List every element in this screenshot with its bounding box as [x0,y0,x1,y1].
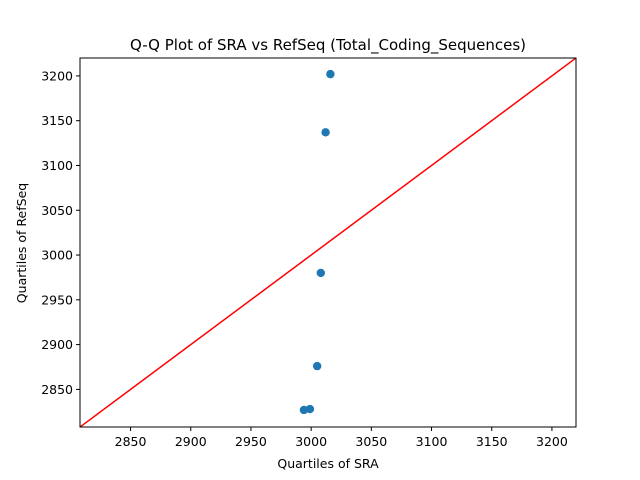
x-tick-label: 3050 [355,434,387,449]
x-axis: 2850 2900 2950 3000 3050 3100 3150 3200 [115,427,568,449]
y-tick-label: 3200 [41,68,73,83]
y-tick-label: 3050 [41,203,73,218]
x-tick-label: 2950 [235,434,267,449]
data-point-2 [305,404,315,414]
x-tick-label: 2900 [175,434,207,449]
y-tick-label: 3150 [41,113,73,128]
plot-frame [79,57,577,428]
x-tick-label: 3100 [416,434,448,449]
x-tick-label: 3000 [295,434,327,449]
y-tick-label: 3100 [41,158,73,173]
data-point-5 [321,128,330,137]
reference-line [80,58,576,427]
y-tick-label: 2950 [41,292,73,307]
y-tick-label: 3000 [41,248,73,263]
x-axis-label: Quartiles of SRA [277,456,379,471]
chart-title: Q-Q Plot of SRA vs RefSeq (Total_Coding_… [130,36,526,55]
data-point-3 [312,361,322,371]
data-point-4 [316,268,325,278]
x-tick-label: 3150 [476,434,508,449]
y-tick-label: 2900 [41,337,73,352]
plot-content [80,58,576,427]
y-axis: 2850 2900 2950 3000 3050 3100 3150 3200 [41,68,80,397]
y-tick-label: 2850 [41,382,73,397]
x-tick-label: 3200 [536,434,568,449]
data-point-6 [326,69,335,79]
plot-area [79,57,577,428]
x-tick-label: 2850 [115,434,147,449]
y-axis-label: Quartiles of RefSeq [14,183,29,303]
